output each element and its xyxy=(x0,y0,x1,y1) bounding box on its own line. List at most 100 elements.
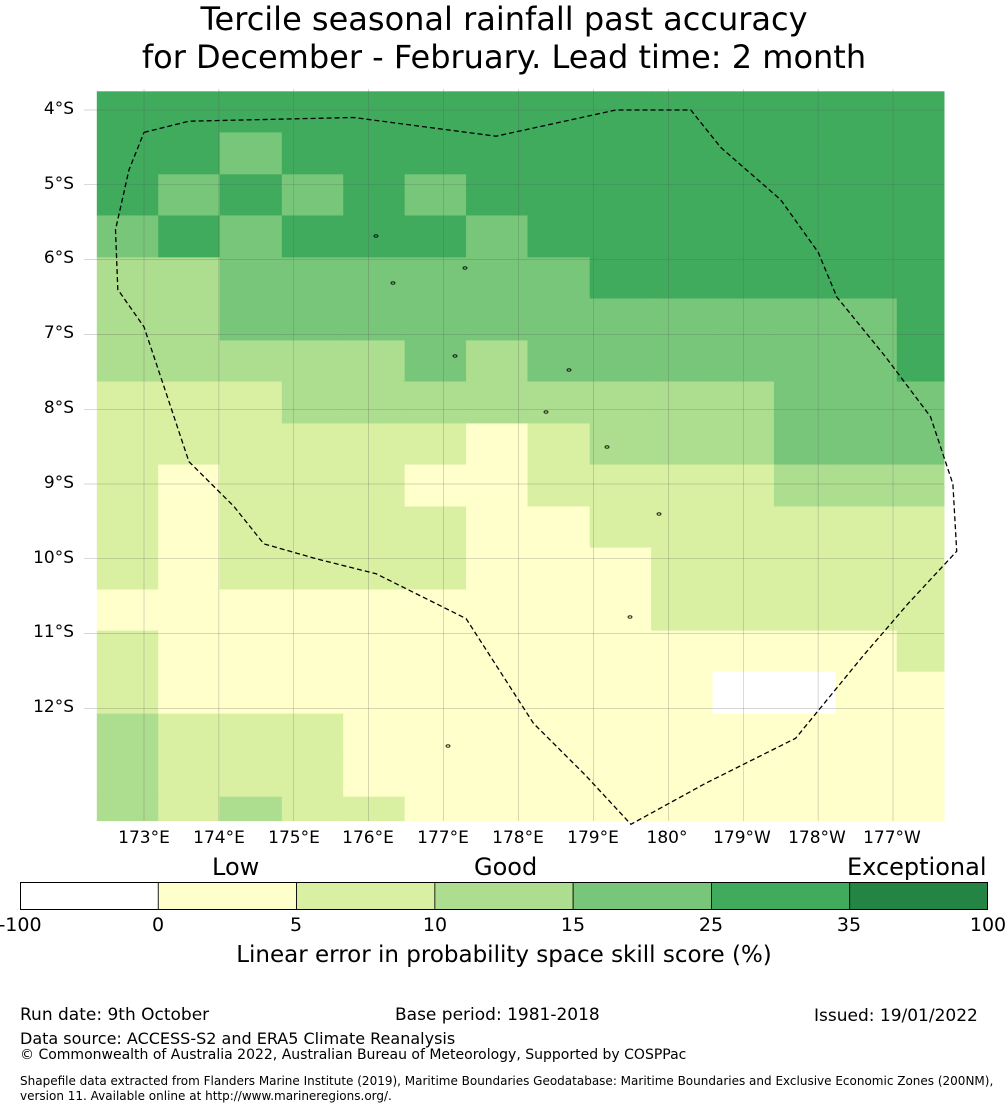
skill-cell xyxy=(343,630,406,673)
skill-cell xyxy=(404,754,467,798)
skill-cell xyxy=(773,298,836,341)
skill-cell xyxy=(466,589,528,632)
skill-cell xyxy=(158,464,221,507)
skill-cell xyxy=(281,796,344,822)
skill-cell xyxy=(466,340,528,383)
island-outline xyxy=(452,354,458,358)
island-outline xyxy=(627,615,633,619)
skill-cell xyxy=(712,589,775,632)
skill-cell xyxy=(589,257,652,299)
run-date: Run date: 9th October xyxy=(20,1005,210,1025)
skill-cell xyxy=(96,506,159,549)
skill-cell xyxy=(773,796,836,822)
skill-cell xyxy=(651,506,713,549)
skill-cell xyxy=(651,589,713,632)
skill-map xyxy=(84,89,958,826)
colorbar-tick: 15 xyxy=(560,914,586,936)
skill-cell xyxy=(404,132,467,175)
skill-cell xyxy=(281,630,344,673)
skill-cell xyxy=(404,506,467,549)
skill-cell xyxy=(589,340,652,383)
skill-cell xyxy=(219,298,283,341)
island-outline xyxy=(656,512,662,516)
skill-cell xyxy=(651,630,713,673)
skill-cell xyxy=(158,671,221,715)
skill-cell xyxy=(219,464,283,507)
skill-cell xyxy=(835,796,898,822)
skill-cell xyxy=(158,381,221,424)
skill-cell xyxy=(219,215,283,258)
skill-cell xyxy=(651,754,713,798)
skill-cell xyxy=(281,257,344,299)
lon-label-174e: 174°E xyxy=(193,828,245,848)
skill-cell xyxy=(773,257,836,299)
skill-cell xyxy=(896,340,945,383)
colorbar-segment xyxy=(20,882,159,910)
skill-cell xyxy=(219,671,283,715)
skill-cell xyxy=(527,257,591,299)
skill-cell xyxy=(712,132,775,175)
skill-cell xyxy=(404,215,467,258)
skill-cell xyxy=(404,713,467,756)
lat-label-10s: 10°S xyxy=(33,548,74,568)
skill-cell xyxy=(773,91,836,133)
skill-cell xyxy=(896,671,945,715)
island-outline xyxy=(462,266,468,270)
skill-cell xyxy=(466,423,528,466)
skill-cell xyxy=(896,423,945,466)
colorbar-segment xyxy=(157,882,297,910)
skill-cell xyxy=(158,754,221,798)
skill-cell xyxy=(158,132,221,175)
skill-cell xyxy=(835,340,898,383)
colorbar-tick: 35 xyxy=(836,914,862,936)
skill-cell xyxy=(404,630,467,673)
skill-cell xyxy=(219,630,283,673)
skill-cell xyxy=(589,381,652,424)
skill-cell xyxy=(343,589,406,632)
skill-cell xyxy=(96,423,159,466)
data-source: Data source: ACCESS-S2 and ERA5 Climate … xyxy=(20,1029,456,1048)
skill-cell xyxy=(835,298,898,341)
skill-cell xyxy=(589,506,652,549)
skill-cell xyxy=(712,630,775,673)
skill-cell xyxy=(527,174,591,216)
skill-cell xyxy=(96,132,159,175)
skill-cell xyxy=(651,796,713,822)
skill-cell xyxy=(589,423,652,466)
lat-label-7s: 7°S xyxy=(43,323,74,343)
skill-cell xyxy=(712,464,775,507)
lon-label-178e: 178°E xyxy=(492,828,544,848)
skill-cell xyxy=(343,298,406,341)
skill-cell xyxy=(158,423,221,466)
chart-title-line1: Tercile seasonal rainfall past accuracy xyxy=(200,0,808,38)
skill-cell xyxy=(712,796,775,822)
skill-cell xyxy=(158,257,221,299)
colorbar-segment xyxy=(849,882,988,910)
lon-label-175e: 175°E xyxy=(268,828,320,848)
skill-cell xyxy=(96,174,159,216)
skill-cell xyxy=(404,464,467,507)
lat-label-9s: 9°S xyxy=(43,473,74,493)
colorbar-tick: 5 xyxy=(289,914,303,936)
legend-category-low: Low xyxy=(212,853,260,881)
skill-cell xyxy=(219,381,283,424)
skill-cell xyxy=(96,754,159,798)
skill-cell xyxy=(527,754,591,798)
skill-cell xyxy=(404,381,467,424)
skill-cell xyxy=(651,423,713,466)
skill-cell xyxy=(773,464,836,507)
skill-cell xyxy=(466,547,528,590)
skill-cell xyxy=(712,91,775,133)
skill-cell xyxy=(896,132,945,175)
skill-cell xyxy=(404,174,467,216)
skill-cell xyxy=(281,298,344,341)
skill-cell xyxy=(712,174,775,216)
skill-cell xyxy=(158,340,221,383)
skill-cell xyxy=(96,257,159,299)
skill-cell xyxy=(835,132,898,175)
eez-boundary xyxy=(114,109,958,826)
lon-label-179e: 179°E xyxy=(567,828,619,848)
skill-cell xyxy=(527,215,591,258)
skill-cell xyxy=(712,547,775,590)
skill-cell xyxy=(404,671,467,715)
